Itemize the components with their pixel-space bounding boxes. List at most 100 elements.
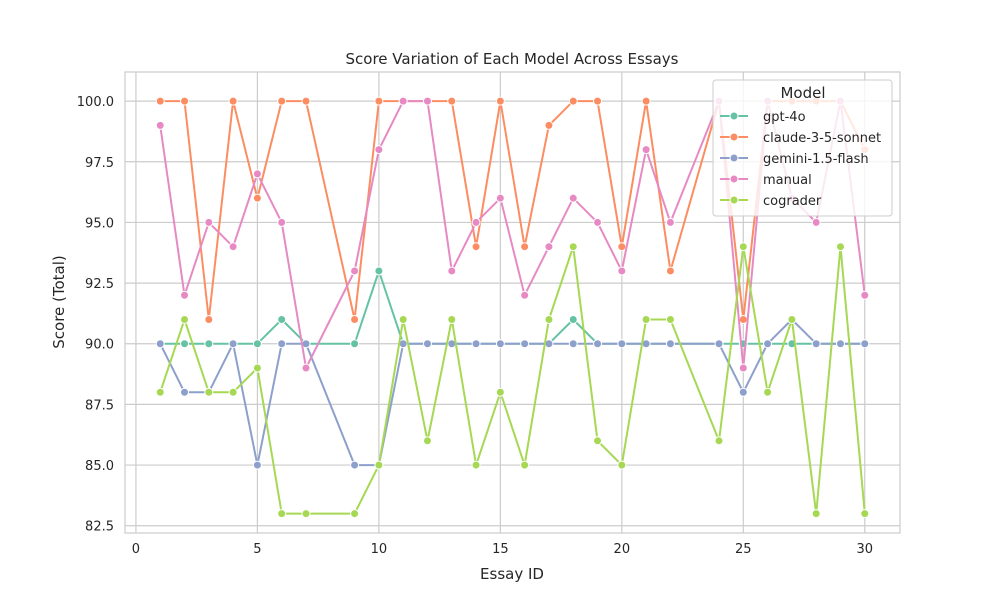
data-point: [180, 387, 190, 397]
data-point: [738, 363, 748, 373]
data-point: [252, 169, 262, 179]
legend-label: gpt-4o: [763, 110, 806, 125]
data-point: [641, 145, 651, 155]
data-point: [811, 339, 821, 349]
legend: Model gpt-4o claude-3-5-sonnet gemini-1.5-…: [712, 79, 893, 217]
data-point: [738, 314, 748, 324]
data-point: [252, 363, 262, 373]
data-point: [180, 314, 190, 324]
data-point: [350, 460, 360, 470]
data-point: [665, 217, 675, 227]
data-point: [350, 266, 360, 276]
data-point: [350, 509, 360, 519]
data-point: [180, 96, 190, 106]
data-point: [495, 193, 505, 203]
y-tick-label: 100.0: [77, 95, 114, 110]
data-point: [277, 339, 287, 349]
series-manual: [155, 96, 870, 373]
data-point: [520, 460, 530, 470]
data-point: [568, 314, 578, 324]
data-point: [277, 96, 287, 106]
series-line: [159, 318, 865, 467]
data-point: [471, 242, 481, 252]
y-tick-label: 95.0: [85, 216, 114, 231]
data-point: [617, 339, 627, 349]
data-point: [447, 314, 457, 324]
x-axis-label: Essay ID: [480, 565, 544, 583]
data-point: [471, 460, 481, 470]
y-axis-ticks: 82.5 85.0 87.5 90.0 92.5 95.0 97.5 100.0: [77, 95, 114, 535]
data-point: [641, 314, 651, 324]
data-point: [544, 120, 554, 130]
data-point: [495, 339, 505, 349]
data-point: [520, 242, 530, 252]
data-point: [155, 339, 165, 349]
data-point: [860, 290, 870, 300]
data-point: [374, 96, 384, 106]
data-point: [301, 509, 311, 519]
legend-marker: [729, 153, 739, 163]
x-tick-label: 15: [492, 542, 509, 557]
data-point: [568, 193, 578, 203]
data-point: [568, 242, 578, 252]
data-point: [350, 339, 360, 349]
data-point: [787, 314, 797, 324]
data-point: [520, 290, 530, 300]
data-point: [763, 339, 773, 349]
data-point: [763, 387, 773, 397]
data-point: [665, 266, 675, 276]
data-point: [277, 217, 287, 227]
y-tick-label: 92.5: [85, 277, 114, 292]
data-point: [665, 314, 675, 324]
data-point: [180, 290, 190, 300]
data-point: [738, 387, 748, 397]
data-point: [277, 509, 287, 519]
data-point: [471, 217, 481, 227]
legend-marker: [729, 174, 739, 184]
data-point: [422, 96, 432, 106]
data-point: [811, 217, 821, 227]
legend-box: [712, 79, 893, 217]
legend-item: gpt-4o: [720, 110, 806, 125]
series-cograder: [155, 242, 870, 519]
data-point: [422, 436, 432, 446]
data-point: [350, 314, 360, 324]
data-point: [544, 242, 554, 252]
data-point: [252, 460, 262, 470]
x-axis-ticks: 0 5 10 15 20 25 30: [132, 542, 873, 557]
data-point: [422, 339, 432, 349]
data-point: [204, 314, 214, 324]
data-point: [155, 96, 165, 106]
data-point: [301, 96, 311, 106]
series-line: [159, 245, 866, 515]
legend-item: manual: [720, 173, 812, 188]
legend-item: cograder: [720, 194, 822, 209]
x-tick-label: 30: [856, 542, 873, 557]
legend-title: Model: [780, 84, 825, 102]
data-point: [617, 242, 627, 252]
data-point: [301, 363, 311, 373]
data-point: [593, 96, 603, 106]
y-tick-label: 90.0: [85, 338, 114, 353]
data-point: [520, 339, 530, 349]
data-point: [180, 339, 190, 349]
data-point: [155, 120, 165, 130]
data-point: [641, 96, 651, 106]
data-point: [204, 217, 214, 227]
legend-item: claude-3-5-sonnet: [720, 131, 881, 146]
data-point: [714, 339, 724, 349]
series-line: [159, 100, 866, 369]
data-point: [835, 339, 845, 349]
legend-label: gemini-1.5-flash: [763, 152, 869, 167]
data-point: [398, 96, 408, 106]
data-point: [374, 266, 384, 276]
data-point: [155, 387, 165, 397]
data-point: [568, 339, 578, 349]
legend-item: gemini-1.5-flash: [720, 152, 869, 167]
data-point: [860, 509, 870, 519]
data-point: [495, 96, 505, 106]
data-point: [471, 339, 481, 349]
legend-label: claude-3-5-sonnet: [763, 131, 881, 146]
x-tick-label: 25: [735, 542, 752, 557]
